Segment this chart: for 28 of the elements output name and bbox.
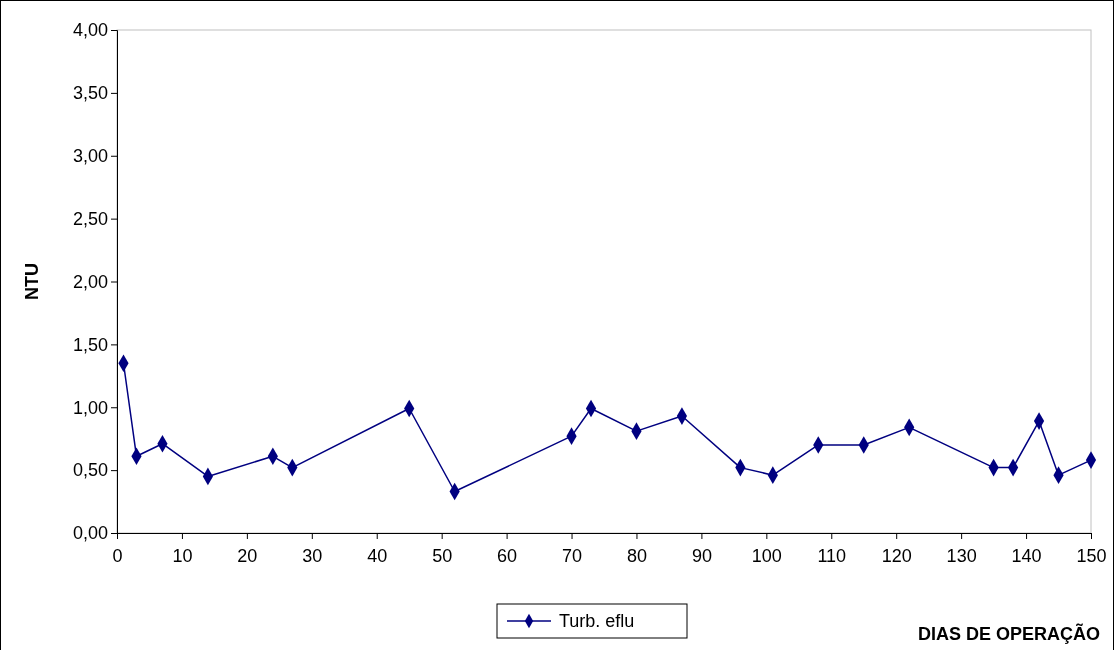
legend-label: Turb. eflu xyxy=(559,611,635,631)
x-tick-label: 10 xyxy=(172,545,193,566)
x-tick-label: 120 xyxy=(881,545,912,566)
x-tick-label: 130 xyxy=(946,545,977,566)
y-tick-label: 3,50 xyxy=(72,83,108,104)
y-axis-title: NTU xyxy=(22,263,42,300)
x-tick-label: 80 xyxy=(626,545,647,566)
x-tick-label: 30 xyxy=(302,545,323,566)
x-tick-label: 40 xyxy=(367,545,388,566)
x-tick-label: 70 xyxy=(562,545,583,566)
y-tick-label: 0,50 xyxy=(72,460,108,481)
y-tick-label: 4,00 xyxy=(72,20,108,41)
x-tick-label: 150 xyxy=(1076,545,1107,566)
x-tick-label: 110 xyxy=(817,545,847,566)
x-tick-label: 90 xyxy=(691,545,712,566)
y-tick-label: 0,00 xyxy=(72,523,108,544)
y-tick-label: 1,50 xyxy=(72,334,108,355)
x-tick-label: 140 xyxy=(1011,545,1042,566)
y-tick-label: 3,00 xyxy=(72,146,108,167)
x-tick-label: 20 xyxy=(237,545,258,566)
x-tick-label: 0 xyxy=(112,545,123,566)
y-tick-label: 2,00 xyxy=(72,271,108,292)
y-tick-label: 1,00 xyxy=(72,397,108,418)
x-tick-label: 100 xyxy=(751,545,782,566)
x-axis-title: DIAS DE OPERAÇÃO xyxy=(917,623,1100,644)
x-tick-label: 50 xyxy=(432,545,453,566)
y-tick-label: 2,50 xyxy=(72,208,108,229)
x-tick-label: 60 xyxy=(497,545,518,566)
